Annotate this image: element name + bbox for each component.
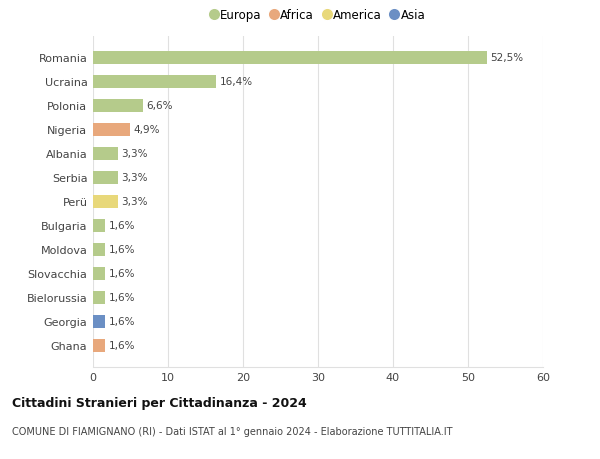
Text: 1,6%: 1,6% [109,245,135,255]
Text: 3,3%: 3,3% [121,197,148,207]
Text: 1,6%: 1,6% [109,293,135,302]
Text: 6,6%: 6,6% [146,101,173,111]
Bar [93,147,118,161]
Bar [93,76,216,89]
Text: 1,6%: 1,6% [109,317,135,327]
Bar [93,123,130,137]
Text: 1,6%: 1,6% [109,341,135,351]
Text: 1,6%: 1,6% [109,221,135,231]
Bar [93,339,105,352]
Legend: Europa, Africa, America, Asia: Europa, Africa, America, Asia [208,6,428,24]
Text: 4,9%: 4,9% [133,125,160,135]
Text: 3,3%: 3,3% [121,173,148,183]
Bar [93,291,105,304]
Text: 1,6%: 1,6% [109,269,135,279]
Text: Cittadini Stranieri per Cittadinanza - 2024: Cittadini Stranieri per Cittadinanza - 2… [12,396,307,409]
Bar [93,100,143,113]
Bar [93,243,105,257]
Bar [93,219,105,232]
Bar [93,52,487,65]
Bar [93,315,105,328]
Bar [93,267,105,280]
Bar [93,196,118,208]
Text: 3,3%: 3,3% [121,149,148,159]
Text: 52,5%: 52,5% [491,53,524,63]
Text: COMUNE DI FIAMIGNANO (RI) - Dati ISTAT al 1° gennaio 2024 - Elaborazione TUTTITA: COMUNE DI FIAMIGNANO (RI) - Dati ISTAT a… [12,426,452,436]
Bar [93,172,118,185]
Text: 16,4%: 16,4% [220,77,253,87]
